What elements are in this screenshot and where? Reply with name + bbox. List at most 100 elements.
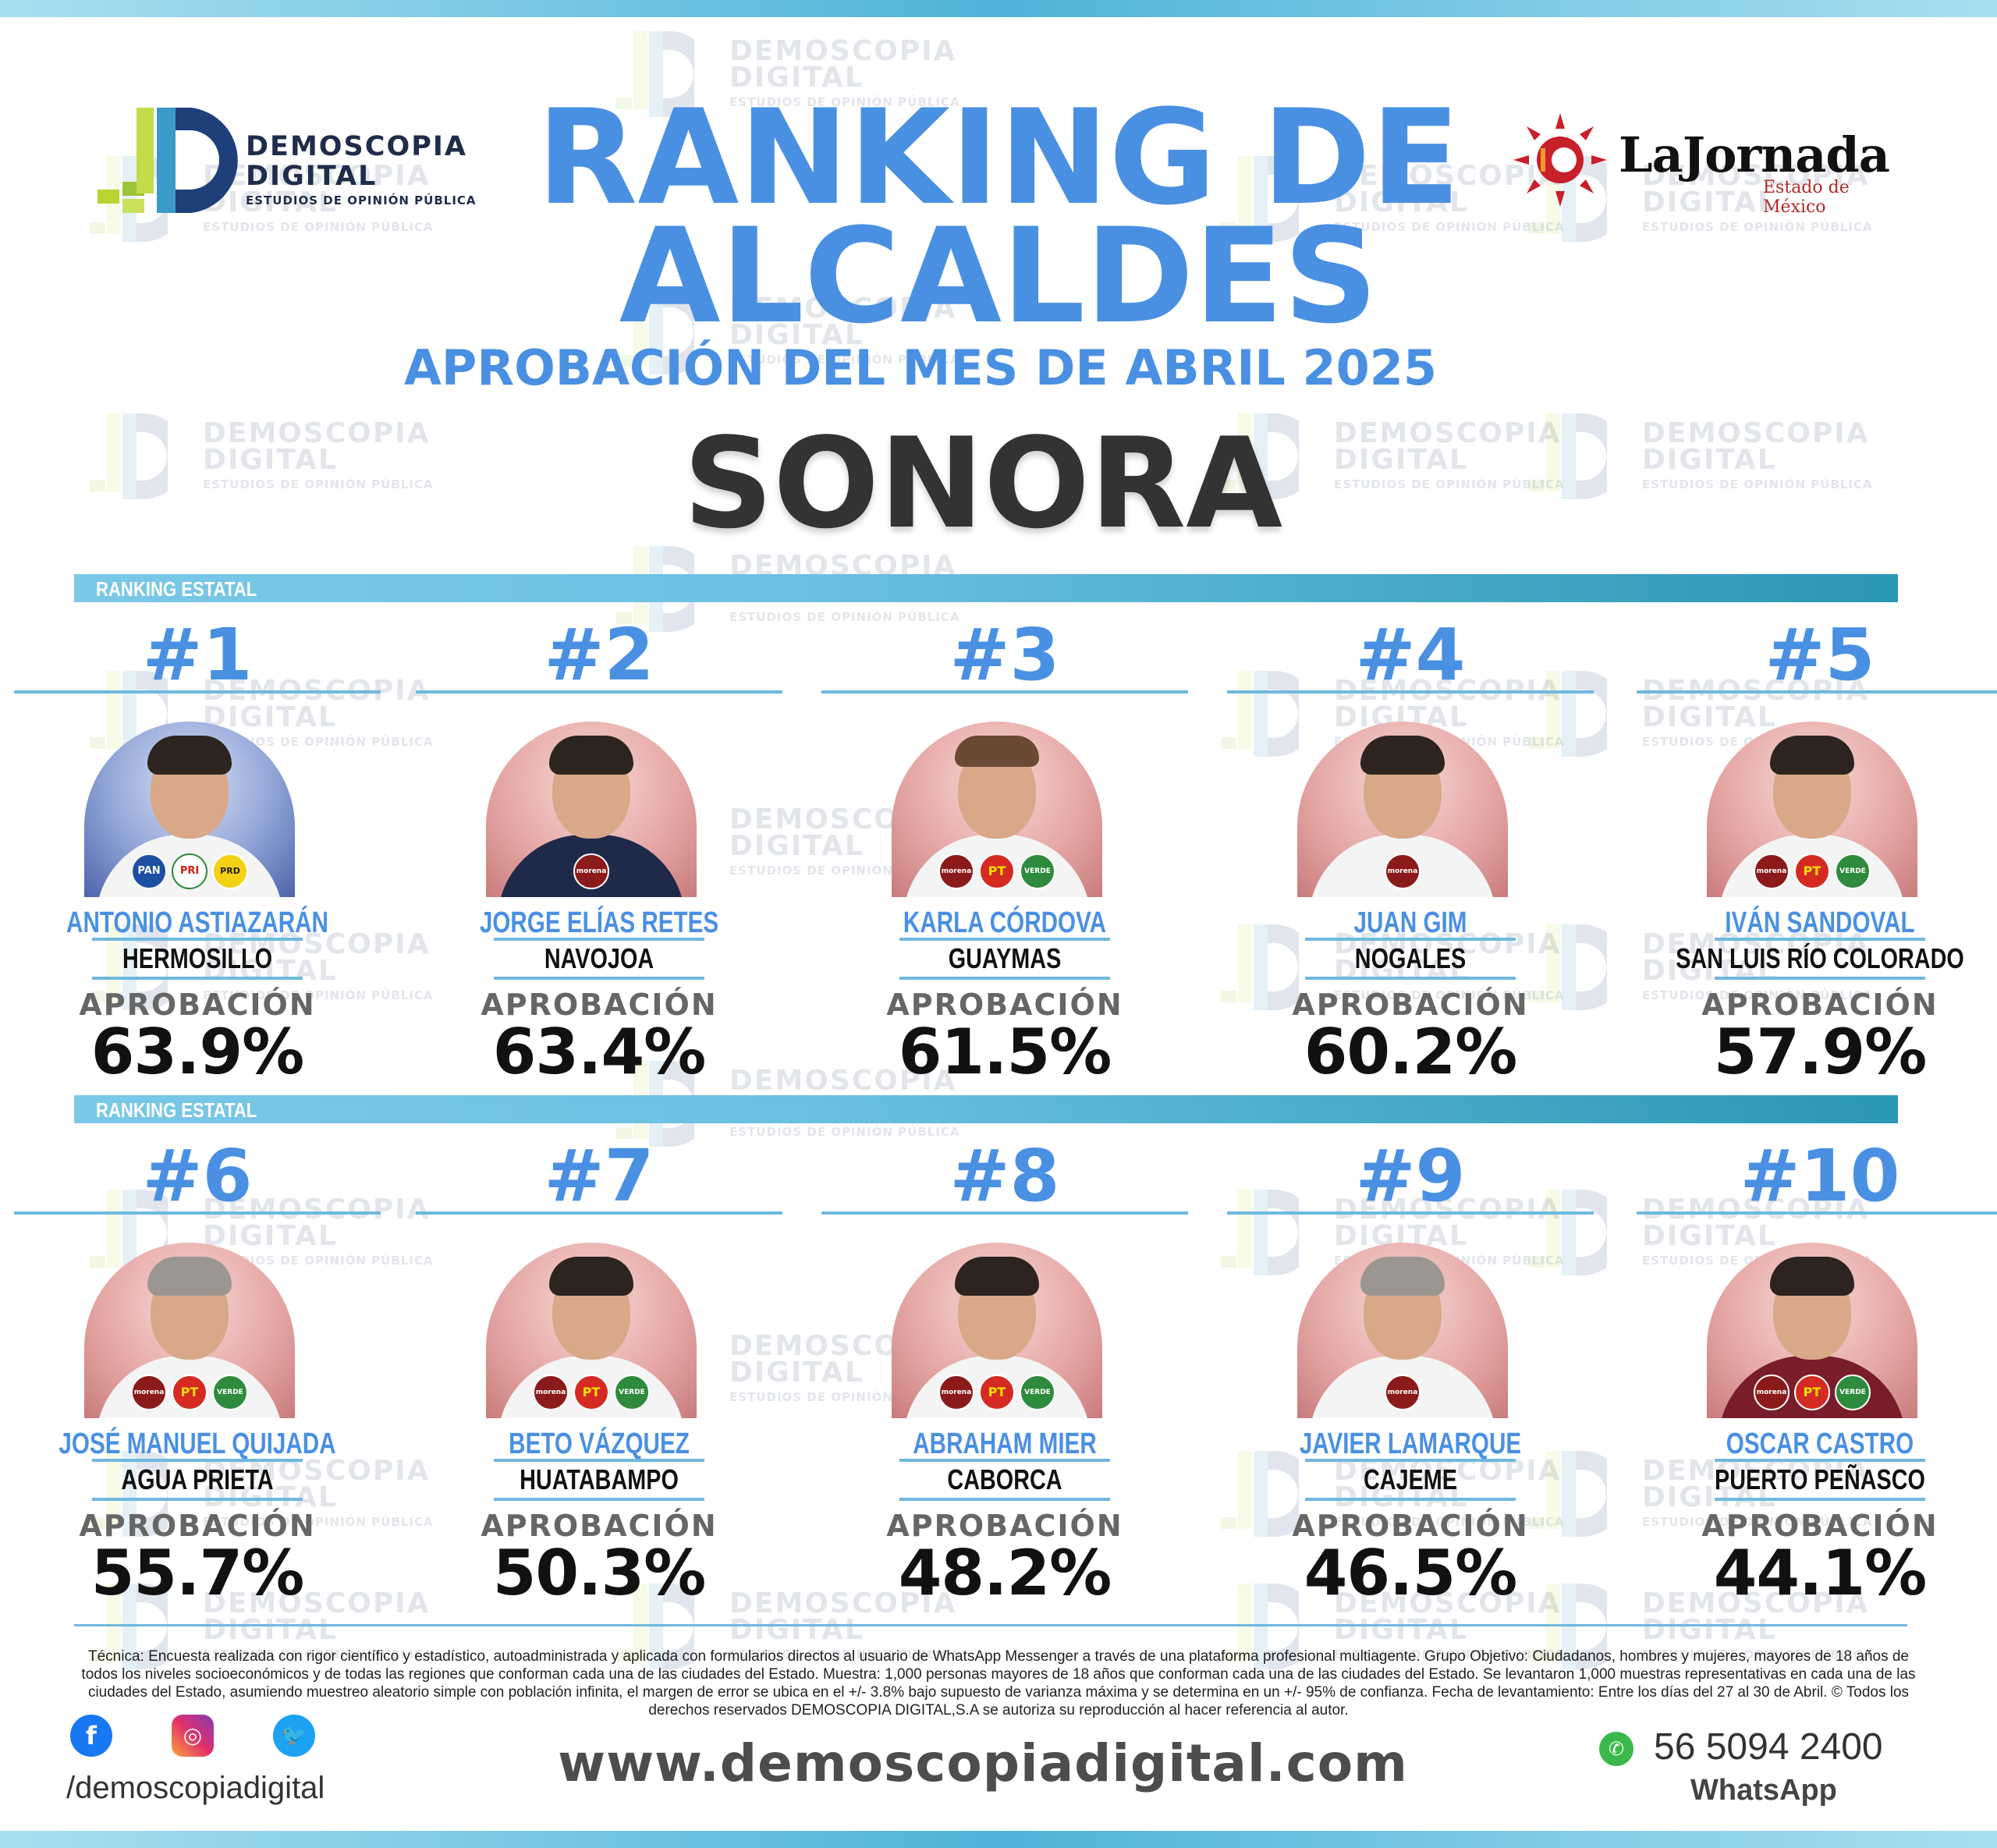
approval-label: APROBACIÓN bbox=[1292, 1509, 1529, 1543]
ranking-card: #8 morena PT VERDE ABRAHAM MIER CABORCA APROBA… bbox=[821, 1137, 1188, 1609]
rank-underline bbox=[416, 1211, 782, 1215]
mayor-photo: morena bbox=[486, 722, 697, 897]
approval-value: 46.5% bbox=[1304, 1537, 1518, 1609]
social-handle[interactable]: /demoscopiadigital bbox=[66, 1771, 325, 1805]
name-divider bbox=[92, 938, 303, 941]
rank-underline bbox=[1637, 690, 1997, 693]
party-badge: PRD bbox=[212, 853, 248, 889]
rank-number: #6 bbox=[142, 1134, 253, 1218]
mayor-photo: morena PT VERDE bbox=[892, 722, 1102, 897]
ranking-card: #10 morena PT VERDE OSCAR CASTRO PUERTO PEÑAS… bbox=[1637, 1134, 1997, 1609]
twitter-icon[interactable]: 🐦 bbox=[273, 1715, 315, 1757]
whatsapp-contact[interactable]: ✆ 56 5094 2400 WhatsApp bbox=[1595, 1726, 1946, 1811]
rank-underline bbox=[1227, 1211, 1594, 1215]
party-badge: PT bbox=[172, 1374, 208, 1410]
mayor-photo: morena PT VERDE bbox=[892, 1243, 1102, 1418]
approval-label: APROBACIÓN bbox=[481, 1509, 718, 1543]
portrait-hair bbox=[955, 1257, 1039, 1296]
rank-number: #5 bbox=[1765, 613, 1875, 697]
party-badges: morena PT VERDE bbox=[892, 853, 1102, 889]
party-badges: morena PT VERDE bbox=[1707, 853, 1917, 889]
ranking-card: #4 morena JUAN GIM NOGALES APROBACIÓN 60.2% bbox=[1227, 613, 1594, 1088]
city-name: AGUA PRIETA bbox=[121, 1463, 274, 1495]
mayor-photo: morena bbox=[1297, 1243, 1508, 1418]
ranking-card: #5 morena PT VERDE IVÁN SANDOVAL SAN LUIS RÍO… bbox=[1637, 613, 1997, 1088]
la-jornada-sub: Estado de México bbox=[1763, 178, 1850, 217]
party-badges: morena PT VERDE bbox=[84, 1374, 295, 1410]
rank-underline bbox=[821, 1211, 1188, 1215]
name-divider bbox=[1715, 938, 1925, 941]
rank-number: #2 bbox=[544, 613, 654, 697]
mayor-name: ABRAHAM MIER bbox=[913, 1428, 1097, 1460]
city-divider bbox=[899, 1498, 1110, 1501]
party-badge: VERDE bbox=[1835, 1374, 1871, 1410]
bottom-accent-bar bbox=[0, 1831, 1997, 1848]
party-badge: VERDE bbox=[1020, 853, 1055, 889]
city-name: GUAYMAS bbox=[948, 942, 1062, 974]
portrait-hair bbox=[955, 736, 1039, 767]
la-jornada-logo[interactable]: LaJornada Estado de México bbox=[1509, 109, 1899, 218]
approval-value: 57.9% bbox=[1713, 1016, 1928, 1088]
watermark-line2: DIGITAL bbox=[729, 1614, 864, 1646]
city-name: CAJEME bbox=[1363, 1463, 1458, 1495]
mayor-name: JAVIER LAMARQUE bbox=[1299, 1428, 1522, 1460]
city-name: HERMOSILLO bbox=[122, 942, 272, 974]
website-link[interactable]: www.demoscopiadigital.com bbox=[558, 1733, 1408, 1793]
approval-label: APROBACIÓN bbox=[79, 988, 316, 1022]
approval-label: APROBACIÓN bbox=[886, 988, 1123, 1022]
party-badge: PT bbox=[1794, 853, 1830, 889]
portrait-hair bbox=[549, 736, 633, 775]
party-badge: morena bbox=[1385, 853, 1421, 889]
methodology-note: Técnica: Encuesta realizada con rigor ci… bbox=[81, 1648, 1916, 1719]
city-divider bbox=[494, 1498, 704, 1501]
name-divider bbox=[494, 1459, 704, 1462]
party-badges: morena bbox=[1297, 853, 1508, 889]
ranking-card: #9 morena JAVIER LAMARQUE CAJEME APROBACIÓN 4… bbox=[1227, 1137, 1594, 1609]
mayor-photo: morena PT VERDE bbox=[486, 1243, 697, 1418]
rank-number: #4 bbox=[1355, 613, 1466, 697]
city-divider bbox=[1715, 1498, 1925, 1501]
demoscopia-logo[interactable]: DEMOSCOPIA DIGITAL ESTUDIOS DE OPINIÓN P… bbox=[90, 108, 480, 217]
party-badges: morena PT VERDE bbox=[486, 1374, 697, 1410]
approval-label: APROBACIÓN bbox=[481, 988, 718, 1022]
mayor-name: KARLA CÓRDOVA bbox=[903, 906, 1107, 939]
rank-number: #10 bbox=[1740, 1134, 1900, 1218]
party-badge: morena bbox=[573, 853, 609, 889]
ranking-card: #7 morena PT VERDE BETO VÁZQUEZ HUATABAMPO APR… bbox=[416, 1137, 782, 1609]
approval-value: 61.5% bbox=[898, 1016, 1112, 1088]
mayor-name: JUAN GIM bbox=[1353, 906, 1467, 939]
name-divider bbox=[899, 1459, 1110, 1462]
mayor-photo: morena bbox=[1297, 722, 1508, 897]
portrait-hair bbox=[147, 736, 232, 775]
rank-underline bbox=[821, 690, 1188, 693]
party-badge: morena bbox=[938, 853, 974, 889]
mayor-name: OSCAR CASTRO bbox=[1726, 1428, 1914, 1460]
portrait-hair bbox=[1770, 1257, 1854, 1296]
party-badges: PAN PRI PRD bbox=[84, 853, 295, 889]
mayor-name: IVÁN SANDOVAL bbox=[1725, 906, 1915, 939]
facebook-icon[interactable]: f bbox=[70, 1715, 112, 1757]
mayor-photo: PAN PRI PRD bbox=[84, 722, 295, 897]
whatsapp-icon: ✆ bbox=[1599, 1732, 1633, 1766]
city-divider bbox=[1305, 1498, 1516, 1501]
city-name: NAVOJOA bbox=[544, 942, 654, 974]
mayor-photo: morena PT VERDE bbox=[1707, 1243, 1917, 1418]
city-divider bbox=[1715, 977, 1925, 980]
approval-label: APROBACIÓN bbox=[1701, 988, 1938, 1022]
party-badge: morena bbox=[1385, 1374, 1421, 1410]
party-badge: VERDE bbox=[1020, 1374, 1055, 1410]
rank-number: #3 bbox=[949, 613, 1060, 697]
party-badge: PT bbox=[573, 1374, 609, 1410]
approval-value: 50.3% bbox=[492, 1537, 707, 1609]
party-badges: morena PT VERDE bbox=[1707, 1374, 1917, 1410]
ranking-card: #3 morena PT VERDE KARLA CÓRDOVA GUAYMAS APROB… bbox=[821, 613, 1188, 1088]
demoscopia-d-icon bbox=[98, 108, 238, 213]
top-accent-bar bbox=[0, 0, 1997, 17]
mayor-name: ANTONIO ASTIAZARÁN bbox=[66, 906, 328, 939]
instagram-icon[interactable]: ◎ bbox=[172, 1715, 214, 1757]
name-divider bbox=[899, 938, 1110, 941]
party-badge: VERDE bbox=[614, 1374, 650, 1410]
mayor-name: BETO VÁZQUEZ bbox=[509, 1428, 690, 1460]
la-jornada-name: LaJornada bbox=[1619, 126, 1890, 183]
rank-underline bbox=[1227, 690, 1594, 693]
